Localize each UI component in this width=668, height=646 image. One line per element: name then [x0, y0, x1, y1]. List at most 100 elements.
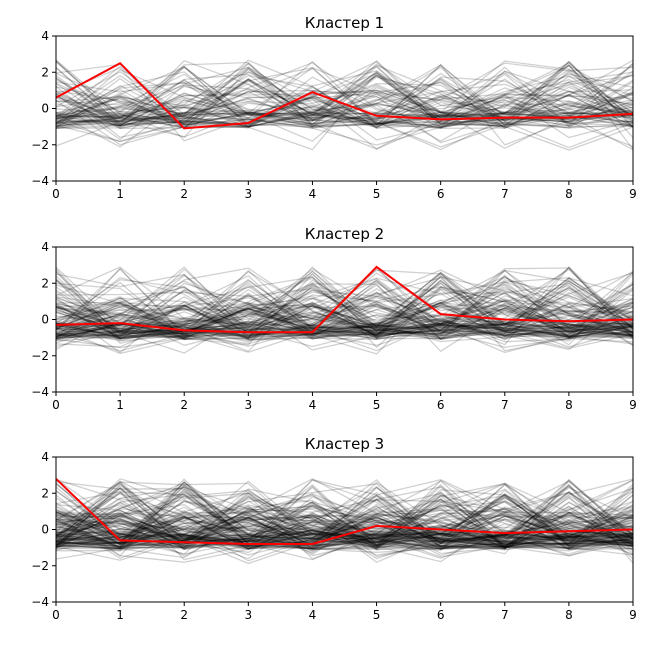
sample-line — [56, 517, 633, 560]
sample-line — [56, 501, 633, 558]
sample-line — [56, 64, 633, 146]
sample-line — [56, 73, 633, 147]
sample-line — [56, 489, 633, 561]
sample-line — [56, 504, 633, 550]
sample-line — [56, 64, 633, 126]
sample-line — [56, 490, 633, 563]
sample-line — [56, 493, 633, 552]
sample-line — [56, 301, 633, 348]
x-tick-label: 3 — [245, 608, 253, 622]
sample-line — [56, 483, 633, 564]
y-tick-label: 2 — [41, 65, 49, 79]
sample-line — [56, 295, 633, 339]
sample-line — [56, 482, 633, 550]
sample-line — [56, 505, 633, 550]
x-tick-label: 4 — [309, 187, 317, 201]
sample-line — [56, 300, 633, 339]
sample-line — [56, 283, 633, 342]
sample-line — [56, 72, 633, 129]
sample-line — [56, 269, 633, 339]
sample-line — [56, 60, 633, 142]
sample-line — [56, 62, 633, 129]
sample-line — [56, 90, 633, 151]
sample-line — [56, 487, 633, 547]
x-tick-label: 7 — [501, 608, 509, 622]
x-tick-label: 8 — [565, 187, 573, 201]
x-tick-label: 8 — [565, 398, 573, 412]
sample-line — [56, 96, 633, 143]
sample-line — [56, 60, 633, 129]
sample-line — [56, 499, 633, 548]
sample-line — [56, 302, 633, 336]
sample-line — [56, 66, 633, 129]
sample-line — [56, 500, 633, 556]
sample-line — [56, 287, 633, 340]
x-tick-label: 4 — [309, 608, 317, 622]
sample-line — [56, 492, 633, 547]
sample-line — [56, 492, 633, 550]
sample-line — [56, 482, 633, 551]
sample-line — [56, 489, 633, 561]
chart-panel-3: 0 1 2 3 4 5 6 7 8 9 −4 −2 0 2 4 Кластер 3 — [31, 435, 637, 622]
sample-line — [56, 297, 633, 340]
sample-line — [56, 65, 633, 128]
sample-line — [56, 292, 633, 340]
sample-line — [56, 486, 633, 549]
sample-line — [56, 496, 633, 549]
sample-line — [56, 269, 633, 341]
sample-line — [56, 301, 633, 335]
sample-line — [56, 77, 633, 141]
x-tick-label: 7 — [501, 187, 509, 201]
sample-line — [56, 279, 633, 338]
sample-line — [56, 524, 633, 547]
sample-line — [56, 302, 633, 340]
sample-line — [56, 295, 633, 338]
sample-line — [56, 483, 633, 558]
sample-line — [56, 289, 633, 338]
y-tick-label: −2 — [31, 349, 49, 363]
x-tick-label: 9 — [629, 398, 637, 412]
sample-line — [56, 281, 633, 336]
sample-line — [56, 297, 633, 340]
sample-line — [56, 73, 633, 122]
sample-line — [56, 271, 633, 338]
sample-line — [56, 494, 633, 549]
sample-line — [56, 505, 633, 550]
x-tick-label: 5 — [373, 187, 381, 201]
chart-title: Кластер 1 — [305, 14, 384, 32]
sample-line — [56, 517, 633, 559]
sample-line — [56, 479, 633, 545]
sample-line — [56, 495, 633, 550]
sample-line — [56, 68, 633, 128]
sample-line — [56, 268, 633, 339]
sample-line — [56, 63, 633, 130]
sample-line — [56, 304, 633, 340]
sample-line — [56, 62, 633, 128]
background-lines — [56, 266, 633, 355]
y-tick-label: 4 — [41, 450, 49, 464]
chart-panel-2: 0 1 2 3 4 5 6 7 8 9 −4 −2 0 2 4 Кластер 2 — [31, 225, 637, 412]
sample-line — [56, 303, 633, 348]
sample-line — [56, 67, 633, 126]
sample-line — [56, 272, 633, 337]
sample-line — [56, 66, 633, 127]
sample-line — [56, 505, 633, 556]
sample-line — [56, 285, 633, 340]
centroid-line — [56, 265, 633, 334]
sample-line — [56, 83, 633, 128]
sample-line — [56, 60, 633, 127]
sample-line — [56, 62, 633, 128]
y-tick-label: 2 — [41, 486, 49, 500]
sample-line — [56, 92, 633, 128]
sample-line — [56, 60, 633, 126]
sample-line — [56, 486, 633, 550]
sample-line — [56, 505, 633, 548]
x-tick-label: 8 — [565, 608, 573, 622]
chart-panel-1: 0 1 2 3 4 5 6 7 8 9 −4 −2 0 2 4 Кластер 1 — [31, 14, 637, 201]
sample-line — [56, 483, 633, 549]
sample-line — [56, 292, 633, 340]
sample-line — [56, 284, 633, 337]
sample-line — [56, 267, 633, 335]
sample-line — [56, 280, 633, 340]
sample-line — [56, 75, 633, 128]
